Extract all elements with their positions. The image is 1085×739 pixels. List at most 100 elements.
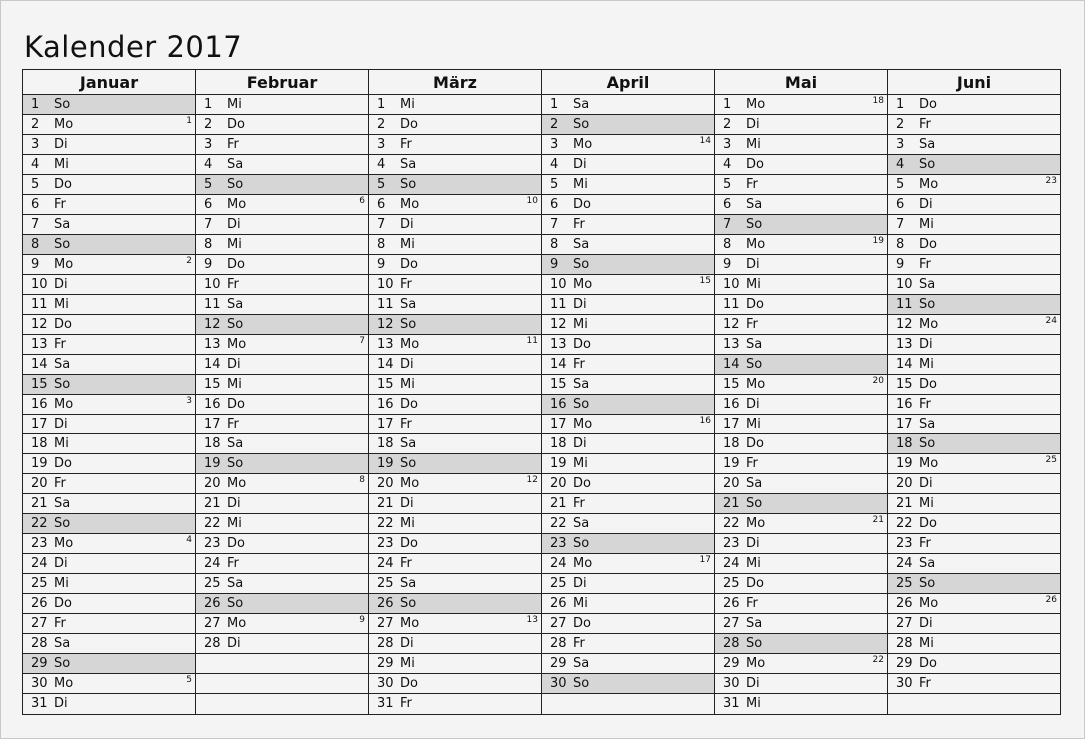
day-cell: 25 Do bbox=[715, 574, 887, 595]
day-cell: 24 Mi bbox=[715, 554, 887, 575]
weekday: So bbox=[573, 676, 590, 692]
day-cell: 29 Sa bbox=[542, 654, 714, 675]
day-cell: 25 Mi bbox=[23, 574, 195, 595]
day-cell: 2 So bbox=[542, 114, 714, 135]
weekday: Di bbox=[227, 216, 241, 232]
weekday: Mo bbox=[919, 596, 939, 612]
weekday: Mo bbox=[54, 536, 74, 552]
weekday: Di bbox=[919, 196, 933, 212]
weekday: Do bbox=[54, 456, 72, 472]
day-number: 28 bbox=[896, 636, 913, 652]
day-number: 25 bbox=[723, 576, 740, 592]
weekday: Sa bbox=[227, 436, 244, 452]
day-cell: 4 Mi bbox=[23, 155, 195, 175]
weekday: Mo bbox=[227, 196, 247, 212]
weekday: Do bbox=[746, 576, 764, 592]
day-number: 21 bbox=[896, 496, 913, 512]
day-cell: 9 Fr bbox=[888, 255, 1060, 275]
week-number: 14 bbox=[699, 135, 711, 146]
day-cell: 2 Di bbox=[715, 115, 887, 135]
day-number: 16 bbox=[896, 396, 913, 412]
weekday: Do bbox=[400, 396, 418, 412]
day-cell: 24 Mo 17 bbox=[542, 554, 714, 575]
month-column: März 1 Mi 2 Do 3 Fr 4 Sa 5 So 6 Mo 10 7 Di 8 Mi 9 Do 10 Fr 11 S… bbox=[369, 70, 542, 714]
page-title: Kalender 2017 bbox=[24, 30, 243, 64]
day-cell: 3 Sa bbox=[888, 135, 1060, 155]
weekday: Mi bbox=[746, 696, 761, 712]
weekday: So bbox=[919, 296, 936, 312]
day-number: 18 bbox=[896, 436, 913, 452]
day-number: 9 bbox=[31, 256, 40, 272]
day-number: 22 bbox=[723, 516, 740, 532]
day-number: 6 bbox=[204, 196, 213, 212]
day-number: 22 bbox=[204, 516, 221, 532]
day-cell: 14 Di bbox=[369, 355, 541, 375]
day-number: 3 bbox=[31, 136, 40, 152]
day-number: 2 bbox=[377, 116, 386, 132]
day-number: 23 bbox=[896, 536, 913, 552]
day-number: 11 bbox=[550, 296, 567, 312]
week-number: 23 bbox=[1045, 175, 1057, 186]
weekday: Sa bbox=[227, 296, 244, 312]
weekday: Mo bbox=[227, 476, 247, 492]
day-number: 17 bbox=[550, 416, 567, 432]
weekday: Sa bbox=[919, 416, 936, 432]
day-number: 1 bbox=[377, 97, 386, 112]
day-cell: 17 Di bbox=[23, 415, 195, 435]
weekday: Sa bbox=[573, 516, 590, 532]
weekday: Mo bbox=[919, 316, 939, 332]
day-number: 16 bbox=[550, 396, 567, 412]
day-cell: 25 Di bbox=[542, 574, 714, 595]
day-number: 15 bbox=[377, 376, 394, 392]
weekday: Di bbox=[573, 436, 587, 452]
day-cell: 15 Mi bbox=[196, 375, 368, 395]
day-cell: 21 Mi bbox=[888, 494, 1060, 515]
day-cell: 30 Di bbox=[715, 674, 887, 695]
day-number: 6 bbox=[723, 196, 732, 212]
day-number: 4 bbox=[550, 156, 559, 172]
day-number: 19 bbox=[896, 456, 913, 472]
weekday: Mo bbox=[573, 416, 593, 432]
weekday: Di bbox=[746, 536, 760, 552]
day-number: 3 bbox=[204, 136, 213, 152]
day-number: 14 bbox=[723, 356, 740, 372]
day-number: 19 bbox=[204, 456, 221, 472]
weekday: So bbox=[746, 496, 763, 512]
week-number: 26 bbox=[1045, 595, 1057, 606]
day-cell: 29 Mo 22 bbox=[715, 654, 887, 675]
weekday: Fr bbox=[746, 456, 758, 472]
week-number: 2 bbox=[186, 255, 192, 266]
weekday: So bbox=[227, 316, 244, 332]
day-cell: 10 Fr bbox=[369, 275, 541, 295]
weekday: Fr bbox=[227, 136, 239, 152]
day-cell: 7 So bbox=[715, 214, 887, 235]
day-number: 4 bbox=[723, 156, 732, 172]
day-cell: 3 Fr bbox=[369, 135, 541, 155]
day-cell: 25 Sa bbox=[369, 574, 541, 595]
weekday: Do bbox=[919, 236, 937, 252]
day-number: 20 bbox=[377, 476, 394, 492]
week-number: 17 bbox=[699, 555, 711, 566]
day-number: 6 bbox=[377, 196, 386, 212]
day-cell: 22 Mo 21 bbox=[715, 514, 887, 535]
day-number: 24 bbox=[550, 556, 567, 572]
day-number: 6 bbox=[31, 196, 40, 212]
day-cell: 30 Mo 5 bbox=[23, 674, 195, 695]
weekday: Mi bbox=[746, 556, 761, 572]
week-number: 8 bbox=[359, 475, 365, 486]
day-number: 23 bbox=[204, 536, 221, 552]
weekday: Fr bbox=[400, 416, 412, 432]
weekday: Fr bbox=[227, 276, 239, 292]
day-number: 6 bbox=[550, 196, 559, 212]
weekday: So bbox=[573, 256, 590, 272]
day-number: 30 bbox=[377, 676, 394, 692]
weekday: Do bbox=[227, 396, 245, 412]
weekday: Do bbox=[573, 336, 591, 352]
day-number: 12 bbox=[204, 316, 221, 332]
month-column: Juni 1 Do 2 Fr 3 Sa 4 So 5 Mo 23 6 Di 7 Mi 8 Do 9 Fr 10 Sa 11 S… bbox=[888, 70, 1060, 714]
day-number: 20 bbox=[896, 476, 913, 492]
weekday: Di bbox=[746, 256, 760, 272]
day-number: 27 bbox=[723, 616, 740, 632]
weekday: Sa bbox=[919, 556, 936, 572]
weekday: Do bbox=[400, 536, 418, 552]
